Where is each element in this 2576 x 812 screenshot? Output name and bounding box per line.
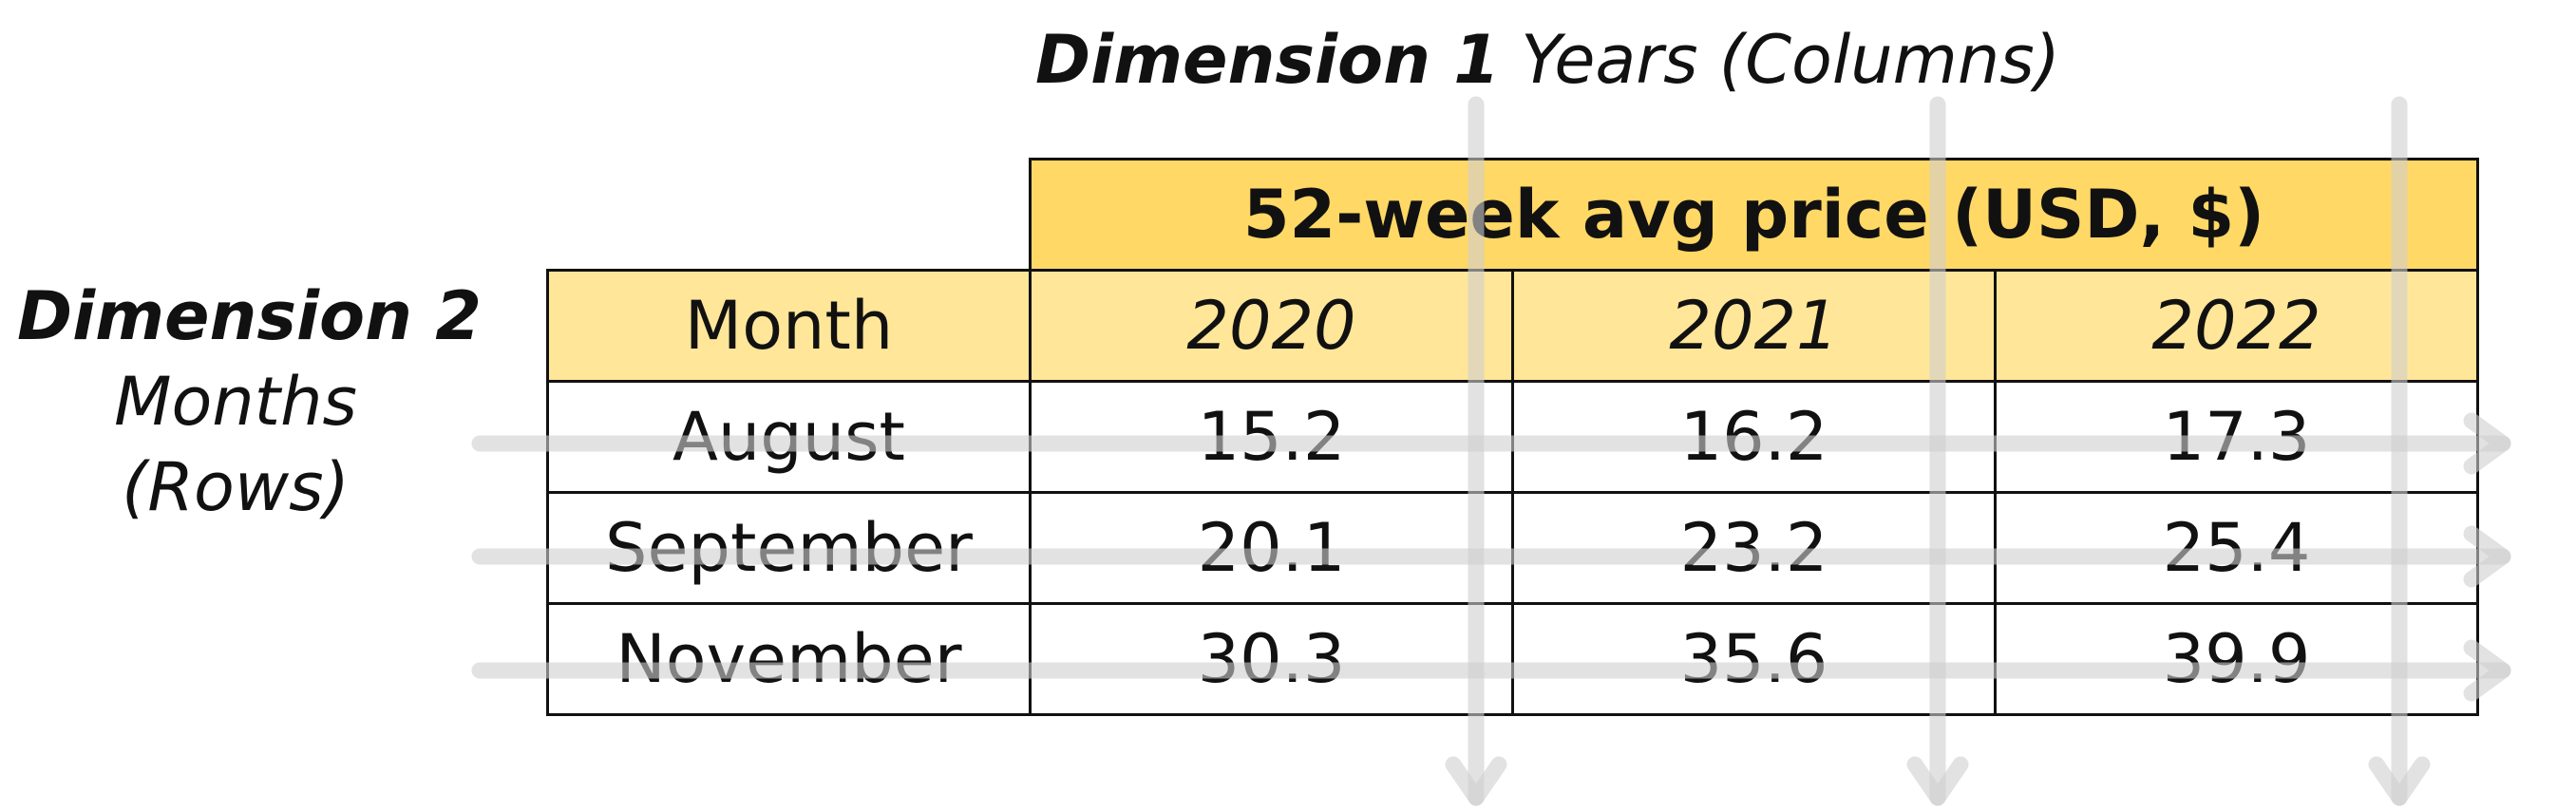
price-table: 52-week avg price (USD, $) Month 2020 20…	[546, 158, 2479, 716]
dimension-2-title: Dimension 2 Months (Rows)	[17, 274, 483, 530]
dimension-2-line2: (Rows)	[122, 448, 350, 526]
row-month-label: November	[546, 602, 1032, 716]
table-header-row: Month 2020 2021 2022	[546, 269, 2479, 383]
table-row: November 30.3 35.6 39.9	[546, 602, 2479, 716]
dimension-2-line1: Months	[114, 363, 357, 441]
dimension-1-description: Years (Columns)	[1521, 21, 2060, 99]
table-cell: 30.3	[1029, 602, 1514, 716]
dimension-1-label: Dimension 1	[1035, 21, 1501, 99]
row-month-label: August	[546, 380, 1032, 494]
table-title: 52-week avg price (USD, $)	[1029, 158, 2479, 272]
table-cell: 16.2	[1511, 380, 1997, 494]
table-cell: 15.2	[1029, 380, 1514, 494]
column-header-year: 2021	[1511, 269, 1997, 383]
column-header-year: 2022	[1994, 269, 2479, 383]
table-cell: 23.2	[1511, 491, 1997, 605]
month-column-header: Month	[546, 269, 1032, 383]
table-cell: 35.6	[1511, 602, 1997, 716]
dimension-2-label: Dimension 2	[17, 277, 483, 355]
row-month-label: September	[546, 491, 1032, 605]
table-row: September 20.1 23.2 25.4	[546, 491, 2479, 605]
table-cell: 39.9	[1994, 602, 2479, 716]
table-title-row: 52-week avg price (USD, $)	[548, 158, 2479, 272]
table-cell: 20.1	[1029, 491, 1514, 605]
table-cell: 17.3	[1994, 380, 2479, 494]
dimension-1-title: Dimension 1 Years (Columns)	[1035, 17, 2060, 103]
table-corner-blank	[548, 160, 1031, 271]
column-header-year: 2020	[1029, 269, 1514, 383]
table-cell: 25.4	[1994, 491, 2479, 605]
table-row: August 15.2 16.2 17.3	[546, 380, 2479, 494]
